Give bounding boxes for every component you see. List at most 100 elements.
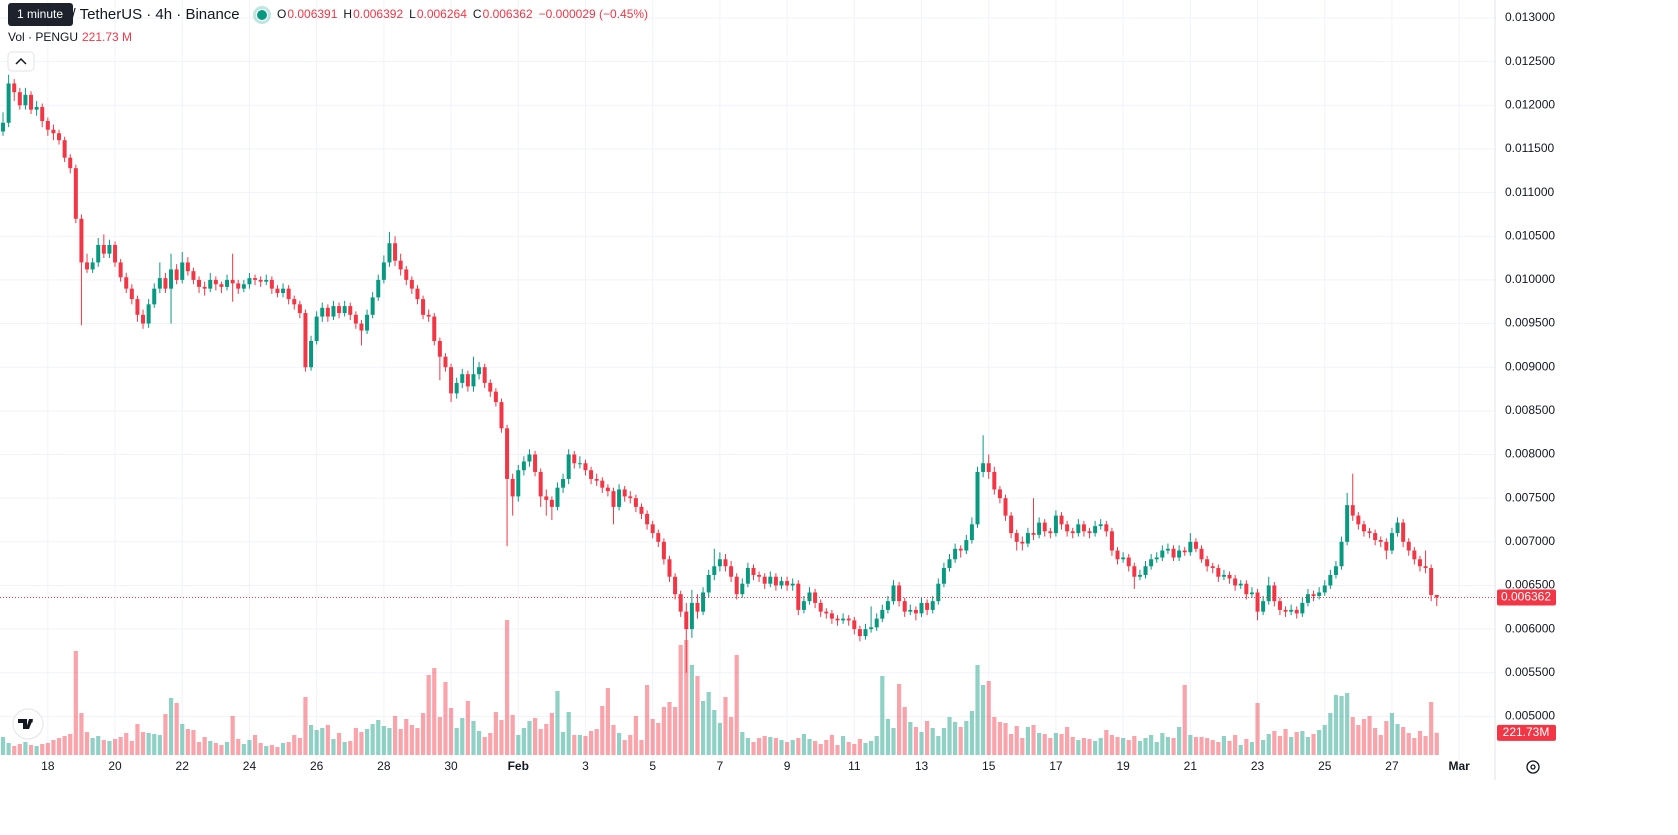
candle-body	[135, 299, 140, 315]
candle-body	[829, 613, 834, 619]
volume-bar	[1031, 725, 1036, 755]
volume-bar	[73, 651, 78, 755]
volume-bar	[381, 726, 386, 755]
volume-bar	[23, 742, 28, 755]
candle-body	[622, 489, 627, 497]
volume-bar	[639, 740, 644, 755]
candle-body	[51, 129, 56, 134]
candle-body	[365, 314, 370, 331]
volume-bar	[1322, 725, 1327, 755]
candle-body	[1098, 524, 1103, 527]
volume-bar	[1182, 685, 1187, 755]
volume-bar	[796, 738, 801, 755]
volume-bar	[812, 741, 818, 755]
candle-body	[885, 601, 890, 610]
volume-bar	[320, 728, 325, 755]
candle-body	[561, 478, 566, 488]
volume-bar	[756, 738, 762, 755]
tradingview-logo[interactable]	[12, 708, 44, 740]
volume-bar	[953, 722, 958, 755]
volume-bar	[1199, 737, 1204, 755]
candle-body	[1081, 524, 1086, 532]
candle-body	[633, 498, 638, 507]
volume-bar	[572, 735, 577, 755]
axes: 0.013000 0.012500 0.012000 0.011500 0.011000…	[41, 10, 1555, 773]
candle-body	[801, 601, 806, 610]
volume-bar	[152, 734, 157, 755]
volume-bar	[247, 740, 252, 755]
candle-body	[785, 581, 790, 586]
volume-bar	[616, 733, 622, 755]
volume-bar	[1188, 735, 1193, 755]
candle-body	[1389, 533, 1394, 551]
volume-bar	[1020, 738, 1025, 755]
collapse-button[interactable]	[7, 51, 35, 72]
y-tick-label: 0.008500	[1505, 403, 1555, 417]
volume-bar	[336, 733, 342, 755]
candle-body	[516, 470, 521, 497]
candle-body	[510, 478, 515, 497]
candle-body	[673, 576, 678, 595]
volume-bar	[1311, 734, 1316, 755]
candle-body	[152, 288, 157, 305]
candle-body	[1093, 526, 1098, 534]
volume-bar	[981, 685, 986, 755]
ohlc-label: H	[343, 7, 352, 21]
volume-bar	[1160, 733, 1165, 755]
candle-body	[1406, 541, 1411, 551]
volume-bar	[1053, 733, 1059, 755]
volume-bar	[628, 735, 633, 755]
candle-body	[297, 304, 302, 314]
volume-bar	[1205, 738, 1210, 755]
y-tick-label: 0.010500	[1505, 228, 1555, 242]
volume-bar	[331, 739, 336, 755]
volume-bar	[583, 736, 588, 755]
candle-body	[465, 374, 470, 387]
candle-body	[1255, 592, 1260, 612]
volume-bar	[852, 744, 857, 755]
x-tick-label: Mar	[1448, 759, 1470, 773]
volume-bar	[751, 742, 756, 755]
volume-bar	[650, 719, 655, 755]
candle-body	[807, 592, 812, 602]
candle-body	[90, 262, 95, 270]
volume-bar	[521, 728, 526, 755]
volume-bar	[1429, 702, 1434, 755]
candle-body	[729, 566, 734, 577]
candle-body	[34, 107, 39, 110]
volume-bar	[1025, 727, 1031, 755]
volume-bar	[1412, 738, 1417, 755]
volume-bar	[1227, 741, 1232, 755]
x-tick-label: 11	[848, 759, 861, 773]
candle-body	[404, 269, 409, 280]
volume-bar	[118, 737, 123, 755]
volume-bar	[476, 731, 482, 755]
candle-body	[499, 402, 504, 429]
volume-bar	[101, 740, 106, 755]
candle-body	[169, 269, 174, 289]
candle-body	[1395, 522, 1400, 534]
volume-bar	[633, 716, 638, 755]
candle-body	[600, 480, 605, 488]
volume-bar	[824, 740, 829, 755]
candle-body	[449, 367, 454, 394]
volume-bar	[1384, 721, 1389, 755]
volume-bar	[1216, 742, 1221, 755]
volume-bar	[1132, 736, 1137, 755]
ohlc-value: 0.006264	[417, 7, 467, 21]
y-tick-label: 0.005000	[1505, 709, 1555, 723]
settings-icon[interactable]	[1526, 760, 1540, 774]
candle-body	[79, 218, 84, 263]
candle-body	[342, 306, 347, 314]
candle-body	[1171, 548, 1176, 558]
volume-bar	[644, 685, 650, 755]
candle-body	[706, 574, 711, 593]
candle-body	[953, 548, 958, 560]
volume-bar	[196, 742, 202, 755]
volume-bar	[90, 738, 95, 755]
candle-body	[1294, 609, 1299, 614]
volume-value: 221.73 M	[82, 30, 132, 44]
volume-bar	[364, 729, 370, 755]
candle-body	[1333, 566, 1338, 575]
